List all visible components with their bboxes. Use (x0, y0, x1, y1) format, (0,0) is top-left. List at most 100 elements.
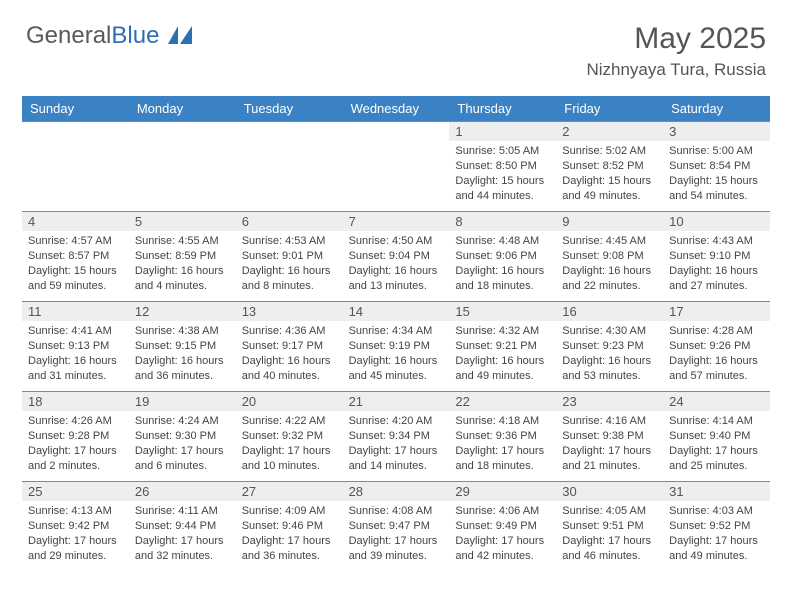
daylight-line: Daylight: 17 hours and 29 minutes. (28, 534, 123, 564)
sunset-line: Sunset: 9:34 PM (349, 429, 444, 444)
day-number: 16 (556, 302, 663, 321)
calendar-cell: 15Sunrise: 4:32 AMSunset: 9:21 PMDayligh… (449, 301, 556, 391)
calendar-cell: 3Sunrise: 5:00 AMSunset: 8:54 PMDaylight… (663, 121, 770, 211)
day-number: 31 (663, 482, 770, 501)
daylight-line: Daylight: 17 hours and 21 minutes. (562, 444, 657, 474)
sunset-line: Sunset: 9:46 PM (242, 519, 337, 534)
daylight-line: Daylight: 16 hours and 49 minutes. (455, 354, 550, 384)
calendar-cell: 7Sunrise: 4:50 AMSunset: 9:04 PMDaylight… (343, 211, 450, 301)
day-data: Sunrise: 4:34 AMSunset: 9:19 PMDaylight:… (343, 321, 450, 388)
sunrise-line: Sunrise: 4:18 AM (455, 414, 550, 429)
sunset-line: Sunset: 8:59 PM (135, 249, 230, 264)
calendar-cell: 6Sunrise: 4:53 AMSunset: 9:01 PMDaylight… (236, 211, 343, 301)
sunset-line: Sunset: 9:42 PM (28, 519, 123, 534)
sunrise-line: Sunrise: 4:53 AM (242, 234, 337, 249)
day-number: 7 (343, 212, 450, 231)
sunrise-line: Sunrise: 4:48 AM (455, 234, 550, 249)
day-data: Sunrise: 4:28 AMSunset: 9:26 PMDaylight:… (663, 321, 770, 388)
day-data: Sunrise: 4:48 AMSunset: 9:06 PMDaylight:… (449, 231, 556, 298)
day-data: Sunrise: 4:05 AMSunset: 9:51 PMDaylight:… (556, 501, 663, 568)
sunrise-line: Sunrise: 4:45 AM (562, 234, 657, 249)
calendar-cell: 11Sunrise: 4:41 AMSunset: 9:13 PMDayligh… (22, 301, 129, 391)
sunrise-line: Sunrise: 4:32 AM (455, 324, 550, 339)
daylight-line: Daylight: 17 hours and 25 minutes. (669, 444, 764, 474)
calendar-cell: 20Sunrise: 4:22 AMSunset: 9:32 PMDayligh… (236, 391, 343, 481)
sunrise-line: Sunrise: 4:05 AM (562, 504, 657, 519)
sunset-line: Sunset: 9:51 PM (562, 519, 657, 534)
sunrise-line: Sunrise: 4:09 AM (242, 504, 337, 519)
day-number: 30 (556, 482, 663, 501)
calendar-cell: 5Sunrise: 4:55 AMSunset: 8:59 PMDaylight… (129, 211, 236, 301)
daylight-line: Daylight: 15 hours and 54 minutes. (669, 174, 764, 204)
sunset-line: Sunset: 9:23 PM (562, 339, 657, 354)
day-number: 22 (449, 392, 556, 411)
day-number: 10 (663, 212, 770, 231)
page-title: May 2025 (586, 22, 766, 56)
sunrise-line: Sunrise: 4:24 AM (135, 414, 230, 429)
daylight-line: Daylight: 16 hours and 40 minutes. (242, 354, 337, 384)
daylight-line: Daylight: 17 hours and 42 minutes. (455, 534, 550, 564)
daylight-line: Daylight: 17 hours and 6 minutes. (135, 444, 230, 474)
day-number: 18 (22, 392, 129, 411)
day-number: 17 (663, 302, 770, 321)
day-number: 27 (236, 482, 343, 501)
daylight-line: Daylight: 16 hours and 4 minutes. (135, 264, 230, 294)
day-data: Sunrise: 4:22 AMSunset: 9:32 PMDaylight:… (236, 411, 343, 478)
sunset-line: Sunset: 9:10 PM (669, 249, 764, 264)
calendar-cell: 1Sunrise: 5:05 AMSunset: 8:50 PMDaylight… (449, 121, 556, 211)
calendar-cell: 21Sunrise: 4:20 AMSunset: 9:34 PMDayligh… (343, 391, 450, 481)
day-data: Sunrise: 4:13 AMSunset: 9:42 PMDaylight:… (22, 501, 129, 568)
sunrise-line: Sunrise: 4:11 AM (135, 504, 230, 519)
calendar-cell: 30Sunrise: 4:05 AMSunset: 9:51 PMDayligh… (556, 481, 663, 571)
day-number: 28 (343, 482, 450, 501)
sunset-line: Sunset: 8:50 PM (455, 159, 550, 174)
sunset-line: Sunset: 9:38 PM (562, 429, 657, 444)
sunset-line: Sunset: 9:32 PM (242, 429, 337, 444)
calendar-grid: SundayMondayTuesdayWednesdayThursdayFrid… (22, 96, 770, 571)
calendar-cell: 8Sunrise: 4:48 AMSunset: 9:06 PMDaylight… (449, 211, 556, 301)
day-number: 4 (22, 212, 129, 231)
sunset-line: Sunset: 8:52 PM (562, 159, 657, 174)
sunset-line: Sunset: 8:54 PM (669, 159, 764, 174)
calendar-cell: 28Sunrise: 4:08 AMSunset: 9:47 PMDayligh… (343, 481, 450, 571)
daylight-line: Daylight: 17 hours and 18 minutes. (455, 444, 550, 474)
daylight-line: Daylight: 17 hours and 39 minutes. (349, 534, 444, 564)
sunset-line: Sunset: 9:19 PM (349, 339, 444, 354)
day-data: Sunrise: 4:55 AMSunset: 8:59 PMDaylight:… (129, 231, 236, 298)
day-number: 21 (343, 392, 450, 411)
dayname-header: Sunday (22, 96, 129, 121)
day-data: Sunrise: 4:03 AMSunset: 9:52 PMDaylight:… (663, 501, 770, 568)
sunrise-line: Sunrise: 4:06 AM (455, 504, 550, 519)
calendar-cell: 24Sunrise: 4:14 AMSunset: 9:40 PMDayligh… (663, 391, 770, 481)
daylight-line: Daylight: 16 hours and 27 minutes. (669, 264, 764, 294)
sunrise-line: Sunrise: 4:43 AM (669, 234, 764, 249)
sunrise-line: Sunrise: 4:22 AM (242, 414, 337, 429)
sunset-line: Sunset: 9:01 PM (242, 249, 337, 264)
daylight-line: Daylight: 16 hours and 8 minutes. (242, 264, 337, 294)
daylight-line: Daylight: 16 hours and 53 minutes. (562, 354, 657, 384)
day-number: 1 (449, 122, 556, 141)
sunrise-line: Sunrise: 4:57 AM (28, 234, 123, 249)
logo-text-2: Blue (111, 22, 159, 49)
sunset-line: Sunset: 9:17 PM (242, 339, 337, 354)
dayname-header: Saturday (663, 96, 770, 121)
day-data: Sunrise: 4:57 AMSunset: 8:57 PMDaylight:… (22, 231, 129, 298)
logo-icon (168, 23, 194, 51)
day-data: Sunrise: 4:36 AMSunset: 9:17 PMDaylight:… (236, 321, 343, 388)
day-number: 2 (556, 122, 663, 141)
day-data: Sunrise: 5:00 AMSunset: 8:54 PMDaylight:… (663, 141, 770, 208)
sunset-line: Sunset: 9:08 PM (562, 249, 657, 264)
calendar-cell: 10Sunrise: 4:43 AMSunset: 9:10 PMDayligh… (663, 211, 770, 301)
sunset-line: Sunset: 9:40 PM (669, 429, 764, 444)
sunset-line: Sunset: 9:13 PM (28, 339, 123, 354)
daylight-line: Daylight: 16 hours and 18 minutes. (455, 264, 550, 294)
day-data: Sunrise: 4:50 AMSunset: 9:04 PMDaylight:… (343, 231, 450, 298)
logo-text-1: General (26, 22, 111, 49)
day-data: Sunrise: 4:16 AMSunset: 9:38 PMDaylight:… (556, 411, 663, 478)
sunset-line: Sunset: 9:44 PM (135, 519, 230, 534)
day-number: 25 (22, 482, 129, 501)
calendar-cell: 14Sunrise: 4:34 AMSunset: 9:19 PMDayligh… (343, 301, 450, 391)
day-data: Sunrise: 4:43 AMSunset: 9:10 PMDaylight:… (663, 231, 770, 298)
daylight-line: Daylight: 16 hours and 36 minutes. (135, 354, 230, 384)
sunset-line: Sunset: 9:26 PM (669, 339, 764, 354)
